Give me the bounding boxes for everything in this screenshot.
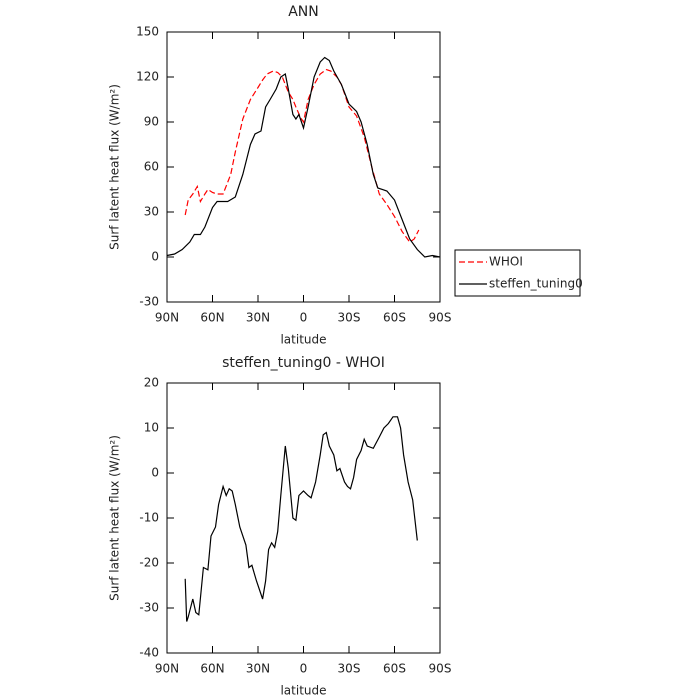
- legend-label: WHOI: [489, 255, 523, 269]
- plot: steffen_tuning0 - WHOI latitude Surf laten…: [108, 355, 452, 698]
- legend-label: steffen_tuning0: [489, 277, 583, 291]
- y-tick-label: 30: [144, 205, 159, 219]
- chart-title: ANN: [288, 4, 319, 20]
- y-tick-label: -10: [139, 511, 159, 525]
- plot-frame: [166, 31, 441, 303]
- y-tick-label: 60: [144, 160, 159, 174]
- data-line: [184, 416, 418, 622]
- y-tick-label: -30: [139, 295, 159, 309]
- y-tick-label: -40: [139, 646, 159, 660]
- legend-frame: [454, 249, 581, 297]
- y-axis-label: Surf latent heat flux (W/m²): [108, 435, 122, 601]
- y-tick-label: 90: [144, 115, 159, 129]
- x-tick-label: 30S: [338, 311, 361, 325]
- y-tick-label: 150: [136, 25, 159, 39]
- x-tick-label: 0: [300, 311, 308, 325]
- x-tick-label: 60S: [383, 662, 406, 676]
- x-axis-label: latitude: [280, 333, 326, 347]
- y-tick-label: 0: [151, 250, 159, 264]
- y-tick-label: 0: [151, 466, 159, 480]
- y-tick-label: -30: [139, 601, 159, 615]
- legend: WHOI steffen_tuning0: [454, 249, 583, 297]
- chart-title: steffen_tuning0 - WHOI: [222, 355, 385, 371]
- x-tick-label: 90S: [429, 662, 452, 676]
- x-tick-label: 60S: [383, 311, 406, 325]
- y-axis-label: Surf latent heat flux (W/m²): [108, 84, 122, 250]
- x-tick-label: 90N: [155, 662, 179, 676]
- x-tick-label: 30N: [246, 662, 270, 676]
- x-tick-label: 0: [300, 662, 308, 676]
- y-tick-label: 120: [136, 70, 159, 84]
- x-tick-label: 90N: [155, 311, 179, 325]
- x-axis-label: latitude: [280, 684, 326, 698]
- y-tick-label: 10: [144, 421, 159, 435]
- plot: ANN latitude Surf latent heat flux (W/m²) -…: [108, 4, 452, 347]
- data-line: [166, 56, 441, 258]
- plot-frame: [166, 382, 441, 654]
- x-tick-label: 60N: [200, 311, 224, 325]
- y-tick-label: -20: [139, 556, 159, 570]
- x-tick-label: 90S: [429, 311, 452, 325]
- y-tick-label: 20: [144, 376, 159, 390]
- data-line: [184, 68, 420, 243]
- x-tick-label: 30N: [246, 311, 270, 325]
- x-tick-label: 30S: [338, 662, 361, 676]
- x-tick-label: 60N: [200, 662, 224, 676]
